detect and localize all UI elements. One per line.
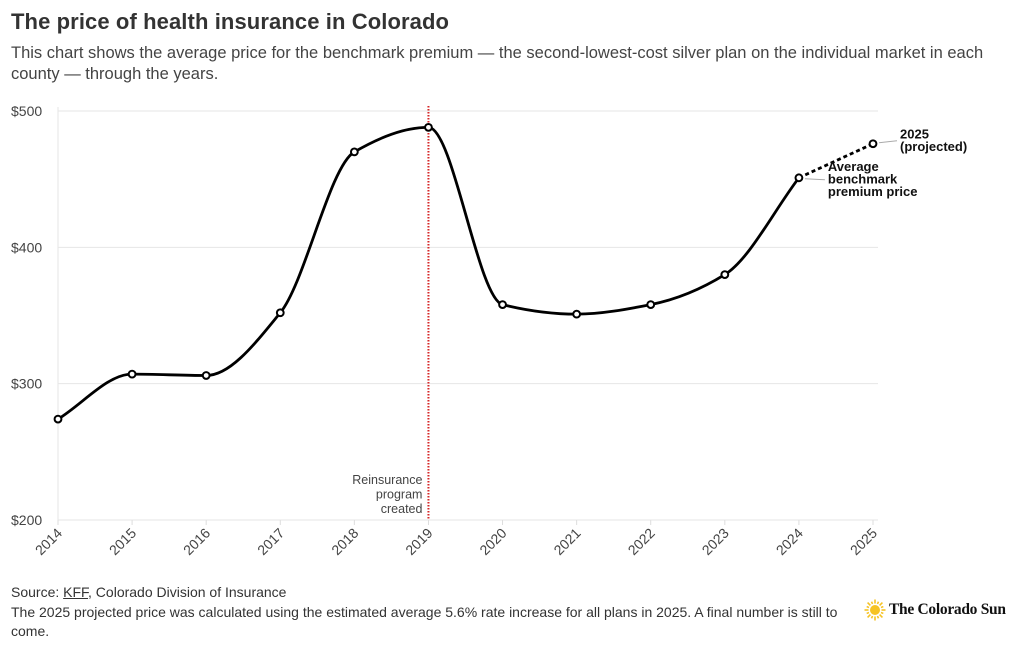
sun-ray bbox=[866, 605, 870, 609]
x-tick-label: 2016 bbox=[180, 525, 213, 558]
data-point-2022 bbox=[646, 300, 656, 309]
footnote: The 2025 projected price was calculated … bbox=[11, 603, 838, 640]
series-line-group bbox=[57, 125, 874, 421]
projected-label-line: 2025 bbox=[900, 127, 929, 142]
x-tick-label: 2017 bbox=[254, 525, 287, 558]
data-point-2019 bbox=[424, 122, 433, 132]
data-point-2014 bbox=[53, 414, 63, 424]
y-axis: $200 $300 $400 $500 bbox=[11, 103, 42, 528]
sun-icon bbox=[864, 599, 886, 621]
data-point-2020 bbox=[498, 300, 507, 309]
y-tick-label: $500 bbox=[11, 103, 42, 119]
source-link-kff[interactable]: KFF bbox=[63, 584, 89, 600]
sun-ray bbox=[880, 605, 884, 609]
x-tick-label: 2019 bbox=[402, 525, 435, 558]
sun-ray bbox=[876, 601, 880, 605]
sun-ray bbox=[879, 614, 883, 618]
y-tick-label: $400 bbox=[11, 239, 42, 255]
publisher-logo[interactable]: The Colorado Sun bbox=[864, 599, 1006, 621]
x-tick-label: 2025 bbox=[847, 525, 880, 558]
sun-ray bbox=[880, 611, 884, 615]
sun-ray bbox=[876, 615, 880, 619]
gridlines bbox=[57, 107, 878, 521]
x-tick-label: 2014 bbox=[32, 525, 65, 558]
series-label-line: Average bbox=[828, 159, 879, 174]
projected-label-line: (projected) bbox=[900, 139, 967, 154]
source-line: Source: KFF, Colorado Division of Insura… bbox=[11, 583, 861, 603]
x-tick-label: 2023 bbox=[699, 525, 732, 558]
chart-subtitle: This chart shows the average price for t… bbox=[11, 44, 984, 83]
x-tick-label: 2024 bbox=[773, 525, 806, 558]
line-chart: $200$300$400$500 2014 2015 2016 2017 2018 201… bbox=[11, 103, 967, 558]
x-tick-label: 2015 bbox=[106, 525, 139, 558]
x-tick-label: 2020 bbox=[476, 525, 509, 558]
data-point-2018 bbox=[349, 147, 359, 157]
source-rest: , Colorado Division of Insurance bbox=[88, 584, 287, 600]
data-point-2023 bbox=[720, 270, 730, 280]
label-leader-line bbox=[804, 178, 825, 181]
sun-ray bbox=[870, 601, 874, 605]
x-axis: 2014 2015 2016 2017 2018 2019 2020 2021 2022 2023… bbox=[32, 520, 880, 558]
data-point-2021 bbox=[572, 309, 582, 319]
y-tick-label: $300 bbox=[11, 376, 42, 392]
data-point-2015 bbox=[127, 369, 137, 379]
x-tick-label: 2021 bbox=[550, 525, 583, 558]
data-point-2025 bbox=[868, 139, 878, 149]
logo-text: The Colorado Sun bbox=[889, 601, 1006, 618]
x-tick-label: 2022 bbox=[625, 525, 658, 558]
series-label-line: premium price bbox=[828, 184, 918, 199]
label-leader-line bbox=[878, 140, 898, 144]
data-point-2016 bbox=[201, 371, 211, 380]
source-prefix: Source: bbox=[11, 584, 64, 600]
chart-title: The price of health insurance in Colorad… bbox=[11, 9, 450, 34]
sun-ray bbox=[879, 602, 883, 606]
sun-ray bbox=[870, 615, 874, 619]
footer: Source: KFF, Colorado Division of Insura… bbox=[11, 583, 861, 642]
series-label-line: benchmark bbox=[828, 171, 898, 186]
sun-ray bbox=[866, 611, 870, 615]
sun-ray bbox=[867, 614, 871, 618]
sun-ray bbox=[867, 602, 871, 606]
reinsurance-label-line: program bbox=[376, 488, 423, 502]
reinsurance-label-line: Reinsurance bbox=[352, 473, 422, 487]
data-point-2024 bbox=[794, 173, 804, 183]
premium-line bbox=[57, 125, 801, 421]
data-point-2017 bbox=[275, 308, 285, 318]
y-tick-label: $200 bbox=[11, 512, 42, 528]
reinsurance-label-line: created bbox=[381, 502, 423, 516]
x-tick-label: 2018 bbox=[328, 525, 361, 558]
data-points bbox=[53, 122, 878, 424]
